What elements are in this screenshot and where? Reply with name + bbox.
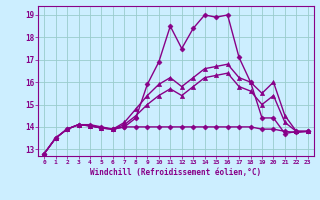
X-axis label: Windchill (Refroidissement éolien,°C): Windchill (Refroidissement éolien,°C) [91, 168, 261, 177]
